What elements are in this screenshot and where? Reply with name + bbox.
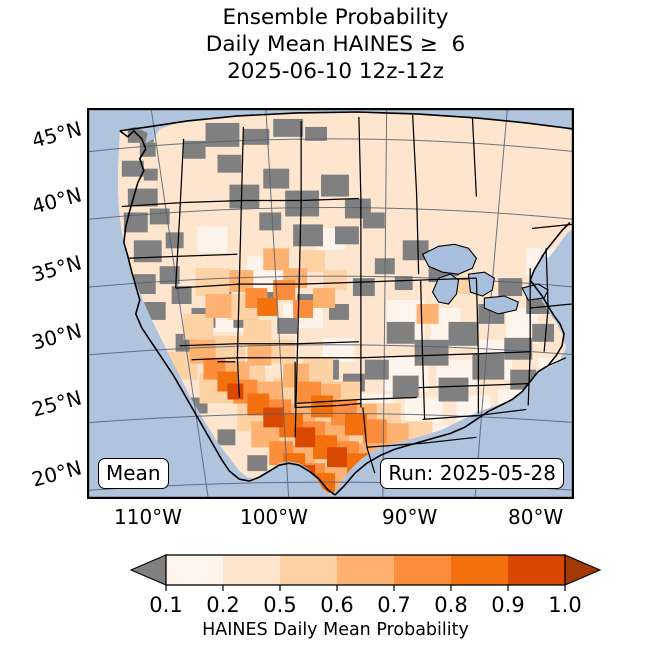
colorbar-over-arrow (564, 554, 602, 586)
lon-label-80w: 80°W (508, 505, 564, 529)
colorbar-tick-0: 0.1 (149, 593, 183, 617)
title-line-1: Ensemble Probability (222, 5, 449, 30)
lat-label-35n: 35°N (29, 250, 85, 287)
lat-label-25n: 25°N (29, 385, 85, 422)
colorbar[interactable]: 0.1 0.2 0.5 0.6 0.7 0.8 0.9 1.0 (0, 553, 671, 617)
title-line-2: Daily Mean HAINES ≥ 6 (205, 32, 466, 57)
graticule (88, 109, 573, 498)
map-annotation-mean: Mean (98, 458, 169, 489)
colorbar-tick-5: 0.8 (434, 593, 468, 617)
lon-label-110w: 110°W (114, 505, 182, 529)
colorbar-tick-7: 1.0 (548, 593, 582, 617)
lat-label-30n: 30°N (29, 318, 85, 355)
coastline (119, 111, 573, 496)
lat-label-20n: 20°N (29, 455, 85, 492)
colorbar-tick-6: 0.9 (491, 593, 525, 617)
state-boundaries (121, 114, 573, 474)
colorbar-segments (165, 554, 602, 591)
figure-title: Ensemble Probability Daily Mean HAINES ≥… (0, 4, 671, 85)
colorbar-tick-3: 0.6 (320, 593, 354, 617)
colorbar-title: HAINES Daily Mean Probability (202, 620, 469, 640)
colorbar-under-arrow (129, 554, 167, 586)
colorbar-svg (129, 554, 602, 591)
colorbar-tick-2: 0.5 (263, 593, 297, 617)
great-lakes (421, 243, 549, 315)
map-annotation-run: Run: 2025-05-28 (380, 458, 564, 489)
title-line-3: 2025-06-10 12z-12z (227, 59, 444, 84)
lon-label-100w: 100°W (240, 505, 308, 529)
map-canvas (88, 109, 573, 498)
map-plot-area[interactable]: Mean Run: 2025-05-28 (87, 108, 574, 499)
colorbar-tick-4: 0.7 (377, 593, 411, 617)
lat-label-40n: 40°N (29, 182, 85, 219)
lon-label-90w: 90°W (382, 505, 438, 529)
lat-label-45n: 45°N (29, 116, 85, 153)
colorbar-tick-1: 0.2 (206, 593, 240, 617)
